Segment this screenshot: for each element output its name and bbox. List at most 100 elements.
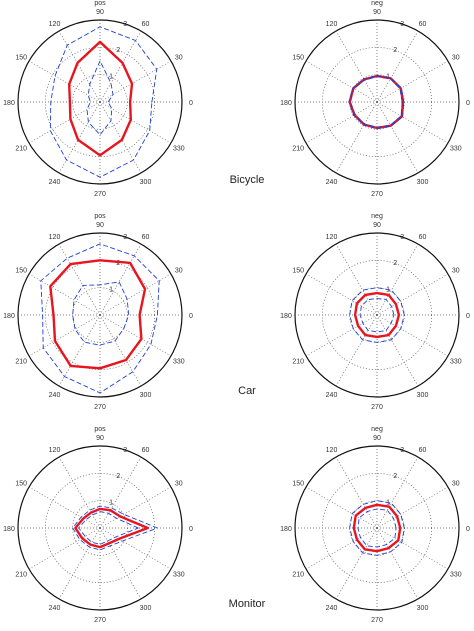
grid-spoke bbox=[376, 101, 449, 144]
angle-tick-label: 60 bbox=[142, 447, 150, 454]
angle-tick-label: 270 bbox=[371, 404, 383, 411]
angle-tick-label: 180 bbox=[3, 526, 15, 533]
angle-tick-label: 210 bbox=[15, 359, 27, 366]
series-band-line bbox=[86, 60, 114, 136]
grid-spoke bbox=[58, 30, 101, 103]
radial-tick-label: 3 bbox=[400, 21, 404, 28]
angle-tick-label: 330 bbox=[173, 359, 185, 366]
angle-tick-label: 330 bbox=[173, 572, 185, 579]
grid-spoke bbox=[58, 314, 101, 387]
angle-tick-label: 240 bbox=[49, 605, 61, 612]
grid-spoke bbox=[99, 101, 172, 144]
grid-spoke bbox=[305, 60, 378, 103]
angle-tick-label: 60 bbox=[419, 447, 427, 454]
angle-tick-label: 60 bbox=[419, 21, 427, 28]
series-band-line bbox=[349, 500, 405, 556]
angle-tick-label: 0 bbox=[466, 526, 470, 533]
angle-tick-label: 180 bbox=[280, 100, 292, 107]
angle-tick-label: 120 bbox=[49, 21, 61, 28]
grid-spoke bbox=[376, 314, 419, 387]
angle-tick-label: 240 bbox=[326, 179, 338, 186]
series-band-line bbox=[359, 298, 395, 333]
radial-tick-label: 2 bbox=[116, 473, 120, 480]
angle-tick-label: 210 bbox=[15, 572, 27, 579]
grid-spoke bbox=[99, 243, 142, 316]
angle-tick-label: 150 bbox=[15, 268, 27, 275]
grid-spoke bbox=[58, 527, 101, 600]
unit-label: neg bbox=[371, 0, 383, 7]
angle-tick-label: 330 bbox=[450, 146, 462, 153]
series-mean-line bbox=[67, 40, 134, 157]
grid-spoke bbox=[99, 273, 172, 316]
angle-tick-label: 30 bbox=[452, 481, 460, 488]
radial-tick-label: 3 bbox=[400, 234, 404, 241]
angle-tick-label: 240 bbox=[49, 392, 61, 399]
grid-spoke bbox=[335, 314, 378, 387]
grid-spoke bbox=[58, 243, 101, 316]
row-label-2: Monitor bbox=[229, 598, 266, 610]
angle-tick-label: 120 bbox=[326, 234, 338, 241]
angle-tick-label: 120 bbox=[49, 234, 61, 241]
unit-label: pos bbox=[94, 213, 106, 220]
angle-tick-label: 0 bbox=[466, 313, 470, 320]
series-band-line bbox=[72, 281, 130, 346]
angle-tick-label: 90 bbox=[373, 222, 381, 229]
grid-spoke bbox=[99, 314, 172, 357]
angle-tick-label: 150 bbox=[15, 481, 27, 488]
radial-tick-label: 3 bbox=[123, 21, 127, 28]
grid-spoke bbox=[58, 456, 101, 529]
polar-plots: 9060300330300270240210180150120123pos906… bbox=[3, 0, 470, 624]
angle-tick-label: 0 bbox=[466, 100, 470, 107]
row-label-1: Car bbox=[238, 385, 256, 397]
angle-tick-label: 300 bbox=[417, 392, 429, 399]
angle-tick-label: 90 bbox=[373, 9, 381, 16]
grid-spoke bbox=[335, 101, 378, 174]
radial-tick-label: 2 bbox=[393, 47, 397, 54]
radial-tick-label: 1 bbox=[386, 287, 390, 294]
angle-tick-label: 210 bbox=[292, 572, 304, 579]
angle-tick-label: 270 bbox=[94, 404, 106, 411]
angle-tick-label: 270 bbox=[94, 191, 106, 198]
angle-tick-label: 150 bbox=[292, 481, 304, 488]
grid-spoke bbox=[376, 30, 419, 103]
angle-tick-label: 60 bbox=[419, 234, 427, 241]
grid-spoke bbox=[99, 60, 172, 103]
angle-tick-label: 30 bbox=[452, 55, 460, 62]
grid-spoke bbox=[99, 101, 142, 174]
grid-spoke bbox=[376, 60, 449, 103]
angle-tick-label: 210 bbox=[15, 146, 27, 153]
angle-tick-label: 120 bbox=[326, 447, 338, 454]
angle-tick-label: 240 bbox=[49, 179, 61, 186]
angle-tick-label: 240 bbox=[326, 392, 338, 399]
angle-tick-label: 300 bbox=[140, 392, 152, 399]
radial-tick-label: 1 bbox=[109, 74, 113, 81]
angle-tick-label: 270 bbox=[371, 191, 383, 198]
radial-tick-label: 1 bbox=[109, 500, 113, 507]
radial-tick-label: 1 bbox=[386, 500, 390, 507]
angle-tick-label: 210 bbox=[292, 146, 304, 153]
angle-tick-label: 330 bbox=[450, 572, 462, 579]
series-band-line bbox=[350, 76, 403, 128]
angle-tick-label: 300 bbox=[140, 605, 152, 612]
angle-tick-label: 180 bbox=[3, 100, 15, 107]
angle-tick-label: 180 bbox=[280, 526, 292, 533]
radial-tick-label: 2 bbox=[393, 260, 397, 267]
angle-tick-label: 120 bbox=[49, 447, 61, 454]
series-band-line bbox=[49, 26, 158, 178]
series-band-line bbox=[78, 511, 139, 545]
angle-tick-label: 330 bbox=[450, 359, 462, 366]
grid-spoke bbox=[305, 101, 378, 144]
unit-label: pos bbox=[94, 0, 106, 7]
unit-label: neg bbox=[371, 426, 383, 433]
angle-tick-label: 150 bbox=[15, 55, 27, 62]
angle-tick-label: 90 bbox=[96, 435, 104, 442]
angle-tick-label: 300 bbox=[417, 179, 429, 186]
series-mean-line bbox=[74, 507, 150, 549]
series-band-line bbox=[72, 505, 158, 551]
series-band-line bbox=[357, 508, 397, 548]
grid-spoke bbox=[28, 527, 101, 570]
